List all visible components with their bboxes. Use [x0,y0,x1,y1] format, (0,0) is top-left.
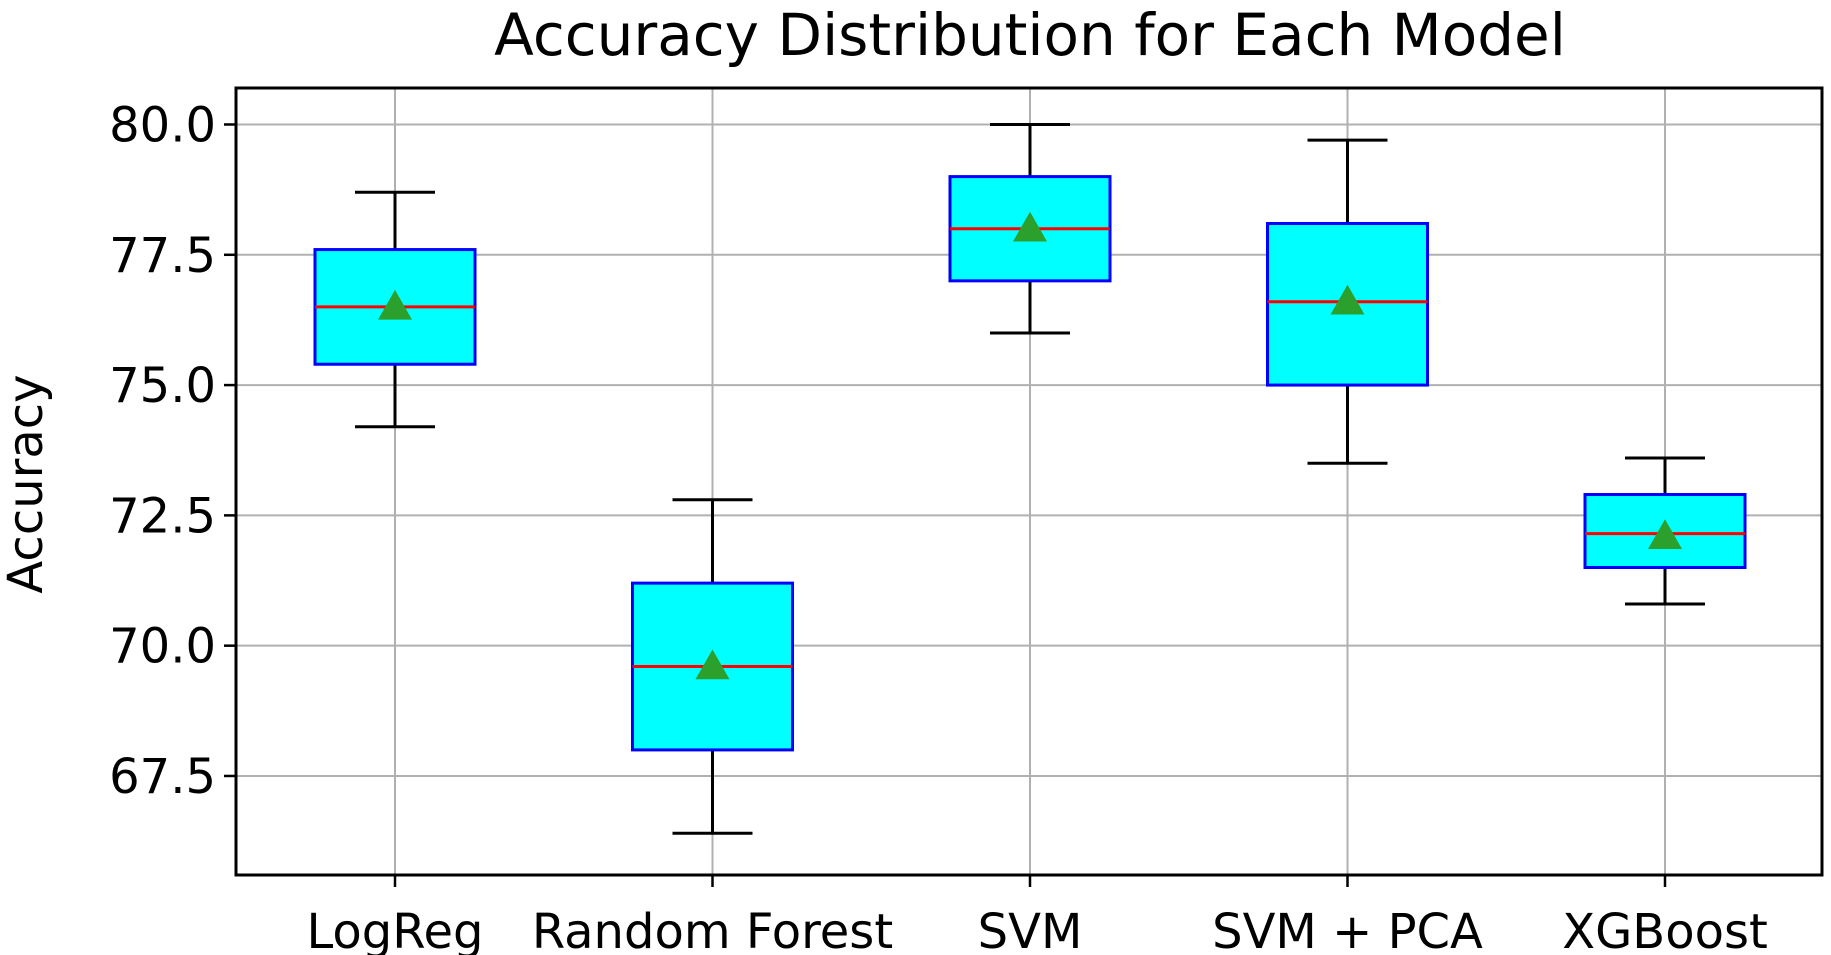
x-tick-label: SVM + PCA [1212,904,1483,955]
box-random-forest [631,498,794,835]
x-tick-label: LogReg [307,904,484,955]
y-tick-label: 72.5 [109,488,216,544]
box-svm [948,122,1112,335]
chart-title: Accuracy Distribution for Each Model [494,1,1566,69]
x-tick-label: Random Forest [532,904,893,955]
mean-marker [695,649,730,680]
x-tick-label: SVM [978,904,1083,955]
mean-marker [378,289,412,320]
box-logreg [313,190,477,429]
mean-marker [1330,284,1365,315]
x-tick-label: XGBoost [1562,904,1768,955]
y-tick-label: 75.0 [109,358,216,414]
mean-marker [1648,519,1682,549]
y-tick-label: 67.5 [109,749,216,805]
box-xgboost [1583,456,1747,606]
y-tick-label: 77.5 [109,228,216,284]
box-svm-pca [1266,138,1429,465]
ticks-layer: 67.5 70.0 72.5 75.0 77.5 80.0 LogReg Random For… [109,97,1768,955]
mean-marker [1013,211,1047,242]
box-body [1583,493,1747,569]
y-tick-label: 80.0 [109,97,216,153]
y-axis-label: Accuracy [0,374,54,593]
y-tick-label: 70.0 [109,619,216,675]
boxes-layer [313,122,1747,835]
